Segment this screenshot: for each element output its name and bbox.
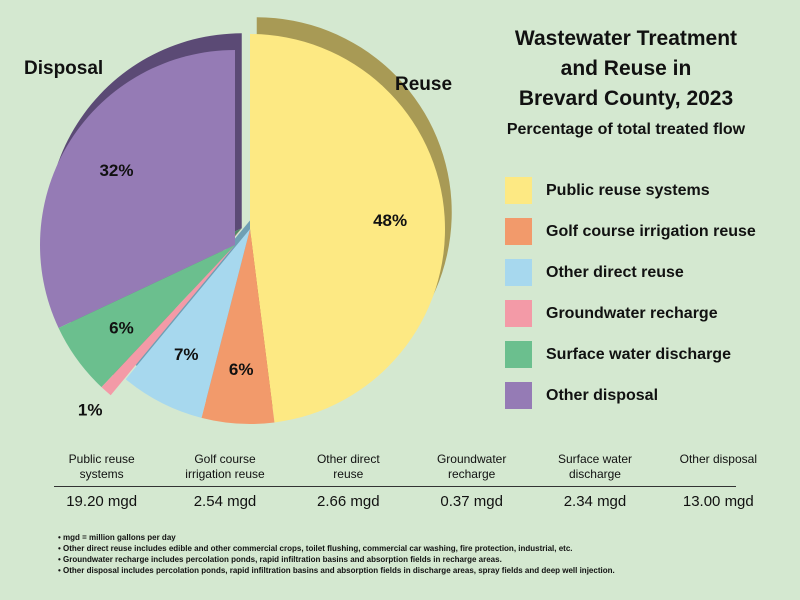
legend-label: Surface water discharge — [546, 345, 731, 363]
legend-item: Groundwater recharge — [505, 293, 756, 334]
legend-swatch — [505, 341, 532, 368]
legend-label: Other disposal — [546, 386, 659, 404]
flow-table-value: 0.37 mgd — [440, 493, 503, 510]
flow-table-header: Public reuse systems Golf course irrigatio… — [40, 452, 780, 486]
flow-table-values: 19.20 mgd 2.54 mgd 2.66 mgd 0.37 mgd 2.3… — [40, 487, 780, 510]
legend-label: Public reuse systems — [546, 181, 710, 199]
pie-slice — [201, 229, 275, 424]
legend-swatch — [505, 259, 532, 286]
disposal-group-label: Disposal — [24, 58, 104, 79]
footnotes: mgd = million gallons per day Other dire… — [58, 532, 615, 576]
pie-data-label: 6% — [229, 360, 254, 379]
flow-table-value: 2.66 mgd — [317, 493, 380, 510]
title-line-1: Wastewater Treatment — [514, 27, 738, 50]
legend-label: Golf course irrigation reuse — [546, 222, 756, 240]
chart-title: Wastewater Treatment and Reuse in Brevar… — [492, 24, 760, 114]
chart-subtitle: Percentage of total treated flow — [506, 121, 746, 138]
reuse-group-label: Reuse — [395, 74, 453, 95]
legend-swatch — [505, 177, 532, 204]
legend-swatch — [505, 300, 532, 327]
flow-table-header-cell: Public reuse systems — [68, 452, 135, 481]
flow-table-header-cell: Groundwater recharge — [436, 452, 507, 481]
legend-item: Other disposal — [505, 375, 756, 416]
footnote: Other disposal includes percolation pond… — [58, 565, 615, 576]
legend-swatch — [505, 218, 532, 245]
flow-table-value: 2.54 mgd — [193, 493, 257, 510]
legend-label: Groundwater recharge — [546, 304, 718, 322]
pie-slice — [250, 34, 446, 423]
flow-table-header-cell: Golf course irrigation reuse — [185, 452, 265, 481]
pie-data-label: 7% — [174, 345, 199, 364]
legend-item: Golf course irrigation reuse — [505, 211, 756, 252]
pie-data-label: 32% — [99, 161, 133, 180]
legend-item: Public reuse systems — [505, 170, 756, 211]
pie-data-label: 48% — [373, 211, 407, 230]
flow-table-header-cell: Other direct reuse — [316, 452, 380, 481]
footnote: Other direct reuse includes edible and o… — [58, 543, 615, 554]
flow-table-value: 19.20 mgd — [66, 493, 138, 510]
legend-item: Other direct reuse — [505, 252, 756, 293]
title-line-3: Brevard County, 2023 — [518, 87, 734, 110]
pie-slice — [125, 229, 250, 418]
legend-label: Other direct reuse — [546, 263, 684, 281]
flow-table-value: 13.00 mgd — [682, 493, 754, 510]
legend-item: Surface water discharge — [505, 334, 756, 375]
footnote: mgd = million gallons per day — [58, 532, 615, 543]
pie-slice — [101, 245, 236, 396]
flow-table: Public reuse systems Golf course irrigatio… — [40, 452, 780, 510]
legend: Public reuse systems Golf course irrigat… — [505, 170, 756, 416]
flow-table-header-cell: Surface water discharge — [557, 452, 632, 481]
footnote: Groundwater recharge includes percolatio… — [58, 554, 615, 565]
flow-table-value: 2.34 mgd — [563, 493, 627, 510]
flow-table-header-cell: Other disposal — [679, 452, 757, 466]
pie-data-label: 6% — [109, 319, 134, 338]
pie-data-label: 1% — [78, 400, 103, 419]
flow-table-divider — [54, 486, 736, 487]
pie-slice — [58, 245, 236, 388]
pie-slice — [39, 50, 236, 329]
title-line-2: and Reuse in — [560, 57, 692, 80]
legend-swatch — [505, 382, 532, 409]
